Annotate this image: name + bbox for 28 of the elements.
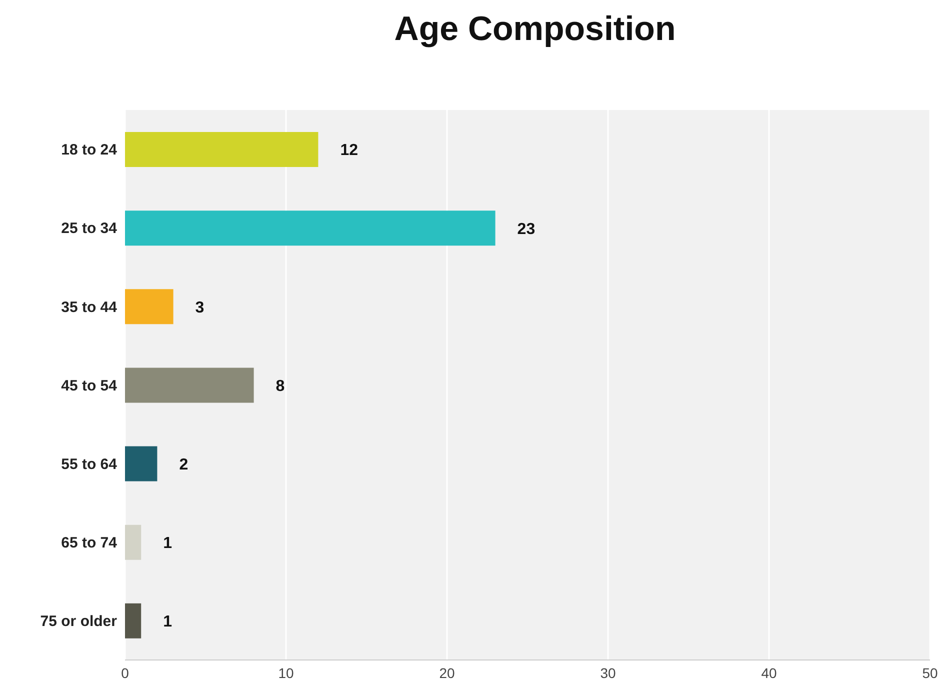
y-tick-label: 55 to 64 [61, 456, 118, 473]
y-tick-label: 35 to 44 [61, 298, 118, 316]
x-tick-label: 10 [278, 664, 294, 681]
y-tick-label: 25 to 34 [61, 220, 118, 238]
bar [125, 603, 142, 638]
y-tick-label: 18 to 24 [61, 142, 118, 159]
data-label: 3 [195, 299, 204, 316]
bar [125, 289, 174, 324]
data-label: 2 [179, 456, 188, 474]
x-tick-label: 30 [600, 664, 616, 681]
data-label: 12 [340, 142, 358, 160]
data-label: 1 [163, 614, 172, 631]
bar [125, 524, 142, 560]
x-tick-label: 50 [922, 664, 938, 681]
y-tick-label: 65 to 74 [61, 534, 118, 552]
data-label: 23 [517, 220, 536, 238]
y-tick-label: 75 or older [40, 613, 118, 630]
x-tick-label: 0 [121, 664, 130, 681]
data-label: 8 [276, 378, 285, 395]
data-label: 1 [163, 535, 172, 552]
x-tick-label: 20 [439, 664, 455, 681]
bar [125, 210, 496, 246]
chart-title: Age Composition [393, 10, 677, 49]
y-tick-label: 45 to 54 [61, 377, 118, 394]
bar [125, 446, 158, 482]
bar [125, 132, 318, 167]
x-tick-label: 40 [761, 664, 777, 681]
bar [125, 368, 254, 403]
